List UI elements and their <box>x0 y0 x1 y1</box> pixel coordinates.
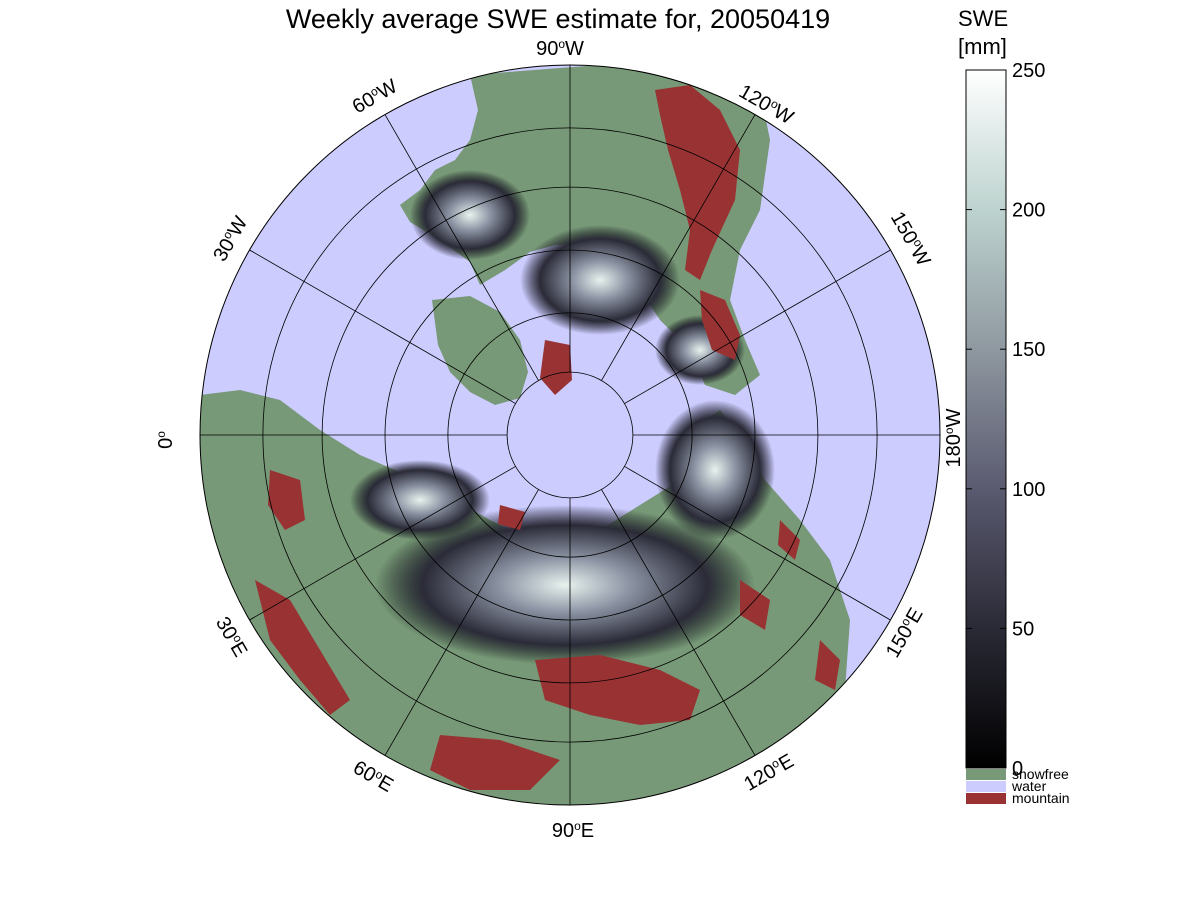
colorbar: SWE [mm] 0 50 100 150 200 250 <box>958 6 1045 780</box>
lon-label-180w: 180oW <box>942 408 965 467</box>
legend-swatch-water <box>966 781 1006 792</box>
colorbar-tick-label: 250 <box>1012 60 1045 82</box>
legend-swatch-mountain <box>966 793 1006 804</box>
colorbar-label-swe: SWE <box>958 6 1008 31</box>
meridian-line <box>384 114 539 381</box>
snow-cover-eurasia <box>375 505 755 665</box>
legend-label-mountain: mountain <box>1012 790 1070 806</box>
colorbar-tick-label: 0 <box>1012 758 1023 780</box>
meridian-line <box>601 489 756 756</box>
colorbar-tick-label: 150 <box>1012 339 1045 361</box>
legend-swatch-snowfree <box>966 769 1006 780</box>
snow-cover-scandinavia <box>350 460 490 540</box>
graticule-grid <box>200 65 940 805</box>
legend-label-water: water <box>1011 778 1047 794</box>
colorbar-tick-label: 50 <box>1012 618 1034 640</box>
snow-cover-hudson <box>410 170 530 260</box>
colorbar-ticks: 0 50 100 150 200 250 <box>966 60 1045 780</box>
land-greenland <box>432 296 528 405</box>
map-disc <box>199 64 941 806</box>
snow-cover-canada <box>520 225 680 335</box>
meridian-line <box>601 114 756 381</box>
lon-label-90e: 90oE <box>552 819 594 842</box>
meridian-line <box>249 466 516 621</box>
colorbar-label-unit: [mm] <box>958 34 1007 59</box>
legend-label-snowfree: snowfree <box>1012 766 1069 782</box>
land-masses <box>200 65 850 805</box>
meridian-line <box>624 249 891 404</box>
lon-label-60e: 60oE <box>349 756 397 797</box>
lon-label-90w: 90oW <box>536 37 584 60</box>
meridian-line <box>624 466 891 621</box>
map-title: Weekly average SWE estimate for, 2005041… <box>285 4 831 34</box>
map-border <box>199 64 941 806</box>
colorbar-tick-label: 100 <box>1012 479 1045 501</box>
colorbar-tick-label: 200 <box>1012 200 1045 222</box>
lon-label-0: 0o <box>154 431 177 449</box>
meridian-line <box>384 489 539 756</box>
meridian-line <box>249 249 516 404</box>
lon-label-30e: 30oE <box>211 613 252 661</box>
colorbar-gradient <box>965 69 1007 769</box>
